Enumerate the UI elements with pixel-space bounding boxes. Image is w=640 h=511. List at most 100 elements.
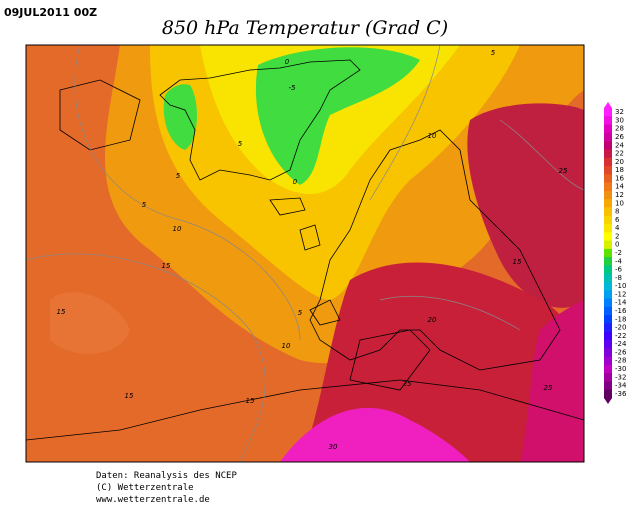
colorbar-swatch [604,373,612,382]
contour-label: 0 [293,178,298,186]
contour-label: 25 [544,384,553,392]
colorbar-label: -34 [615,382,627,390]
colorbar-label: 12 [615,191,624,199]
colorbar-label: 20 [615,158,624,166]
colorbar-label: 2 [615,232,619,240]
colorbar-label: 8 [615,208,619,216]
colorbar-swatch [604,331,612,341]
contour-label: 25 [403,380,412,388]
contour-label: 5 [238,140,243,148]
colorbar-swatch [604,141,612,150]
colorbar-swatch [604,207,612,217]
colorbar-swatch [604,323,612,333]
colorbar-label: -2 [615,249,622,257]
map [25,44,585,463]
contour-label: 0 [285,58,290,66]
colorbar-swatch [604,199,612,208]
colorbar-label: -28 [615,357,626,365]
colorbar-swatch [604,248,612,258]
colorbar-label: 28 [615,125,624,133]
contour-label: 15 [246,397,255,405]
colorbar-swatch [604,124,612,134]
colorbar-swatch [604,257,612,266]
colorbar-swatch [604,182,612,192]
colorbar-label: 22 [615,150,624,158]
contour-label: 15 [125,392,134,400]
colorbar-swatch [604,306,612,316]
colorbar-swatch [604,348,612,358]
colorbar-swatch [604,389,612,399]
colorbar-label: -18 [615,315,626,323]
colorbar-label: 0 [615,241,619,249]
colorbar-label: -22 [615,332,626,340]
colorbar-label: -24 [615,340,627,348]
contour-label: 15 [513,258,522,266]
credit-line: Daten: Reanalysis des NCEP [96,471,237,481]
colorbar-label: 10 [615,199,624,207]
colorbar-label: 32 [615,108,624,116]
colorbar-swatch [604,265,612,275]
colorbar-swatch [604,149,612,159]
colorbar-label: -26 [615,348,627,356]
date-label: 09JUL2011 00Z [4,6,97,19]
credit-line: www.wetterzentrale.de [96,495,210,505]
colorbar-label: -4 [615,257,623,265]
credit-line: (C) Wetterzentrale [96,483,194,493]
contour-label: 10 [428,132,437,140]
colorbar-swatch [604,381,612,391]
colorbar-label: -10 [615,282,626,290]
colorbar-label: -16 [615,307,627,315]
colorbar-label: 14 [615,183,624,191]
colorbar-swatch [604,174,612,184]
contour-label: 25 [559,167,568,175]
colorbar-swatch [604,116,612,126]
colorbar-swatch [604,224,612,233]
colorbar-label: -20 [615,324,626,332]
colorbar-swatch [604,298,612,308]
colorbar-label: -32 [615,373,626,381]
colorbar-swatch [604,157,612,167]
contour-label: 15 [57,308,66,316]
colorbar-swatch [604,340,612,349]
colorbar-swatch [604,356,612,366]
colorbar-swatch [604,215,612,225]
contour-label: 30 [329,443,338,451]
colorbar-label: 16 [615,174,624,182]
colorbar-swatch [604,132,612,142]
colorbar-swatch [604,315,612,324]
contour-label: 5 [176,172,181,180]
colorbar-label: -6 [615,266,623,274]
colorbar-label: 24 [615,141,624,149]
colorbar-swatch [604,282,612,291]
colorbar-swatch [604,108,612,117]
colorbar-swatch [604,240,612,250]
colorbar-label: -14 [615,299,627,307]
colorbar-swatch [604,190,612,200]
colorbar-label: 18 [615,166,624,174]
colorbar-swatch [604,290,612,300]
colorbar-label: 6 [615,216,620,224]
colorbar-bottom-arrow [604,398,612,404]
colorbar-swatch [604,232,612,242]
contour-label: 5 [491,49,496,57]
colorbar-label: -36 [615,390,627,398]
colorbar-swatch [604,273,612,283]
colorbar-label: 4 [615,224,620,232]
colorbar-label: 30 [615,116,624,124]
colorbar-swatch [604,364,612,374]
colorbar-swatch [604,166,612,175]
contour-label: 5 [298,309,303,317]
colorbar-label: 26 [615,133,624,141]
contour-label: 10 [282,342,291,350]
contour-label: 5 [142,201,147,209]
colorbar-label: -8 [615,274,622,282]
contour-label: 10 [173,225,182,233]
colorbar-top-arrow [604,102,612,108]
contour-label: 20 [428,316,437,324]
colorbar-label: -12 [615,290,626,298]
colorbar-label: -30 [615,365,626,373]
contour-label: 15 [162,262,171,270]
map-title: 850 hPa Temperatur (Grad C) [162,17,448,39]
contour-label: -5 [289,84,297,92]
